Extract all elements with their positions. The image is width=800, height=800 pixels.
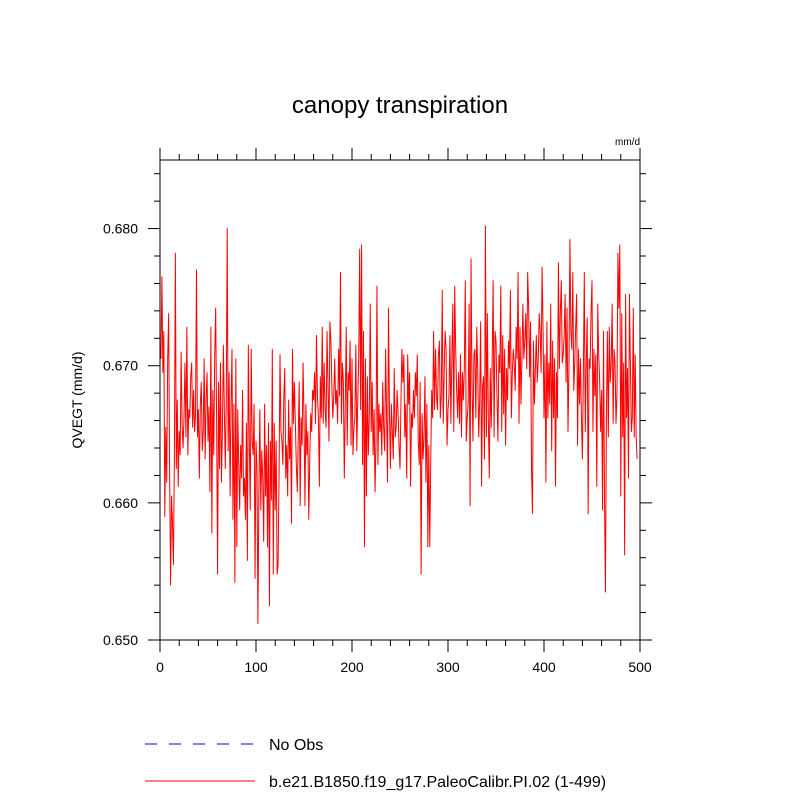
legend-label-paleo: b.e21.B1850.f19_g17.PaleoCalibr.PI.02 (1… xyxy=(269,774,606,791)
legend: No Obs b.e21.B1850.f19_g17.PaleoCalibr.P… xyxy=(145,737,606,791)
legend-label-no-obs: No Obs xyxy=(269,737,323,754)
y-tick-label: 0.670 xyxy=(103,358,138,374)
plot-frame xyxy=(159,159,641,641)
tick-layer xyxy=(148,148,652,652)
x-tick-label: 100 xyxy=(244,659,268,675)
series-layer xyxy=(160,225,638,625)
x-tick-label: 500 xyxy=(628,659,652,675)
y-tick-label: 0.680 xyxy=(103,221,138,237)
tick-label-layer: 0 100 200 300 400 500 0.650 0.660 0.670 0.680 xyxy=(103,221,652,675)
chart-title: canopy transpiration xyxy=(292,92,508,119)
y-tick-label: 0.660 xyxy=(103,495,138,511)
x-tick-label: 0 xyxy=(156,659,164,675)
series-line-1 xyxy=(160,225,638,625)
x-tick-label: 300 xyxy=(436,659,460,675)
x-tick-label: 200 xyxy=(340,659,364,675)
units-label: mm/d xyxy=(615,137,640,148)
y-tick-label: 0.650 xyxy=(103,632,138,648)
x-tick-label: 400 xyxy=(532,659,556,675)
y-axis-label: QVEGT (mm/d) xyxy=(69,352,85,449)
